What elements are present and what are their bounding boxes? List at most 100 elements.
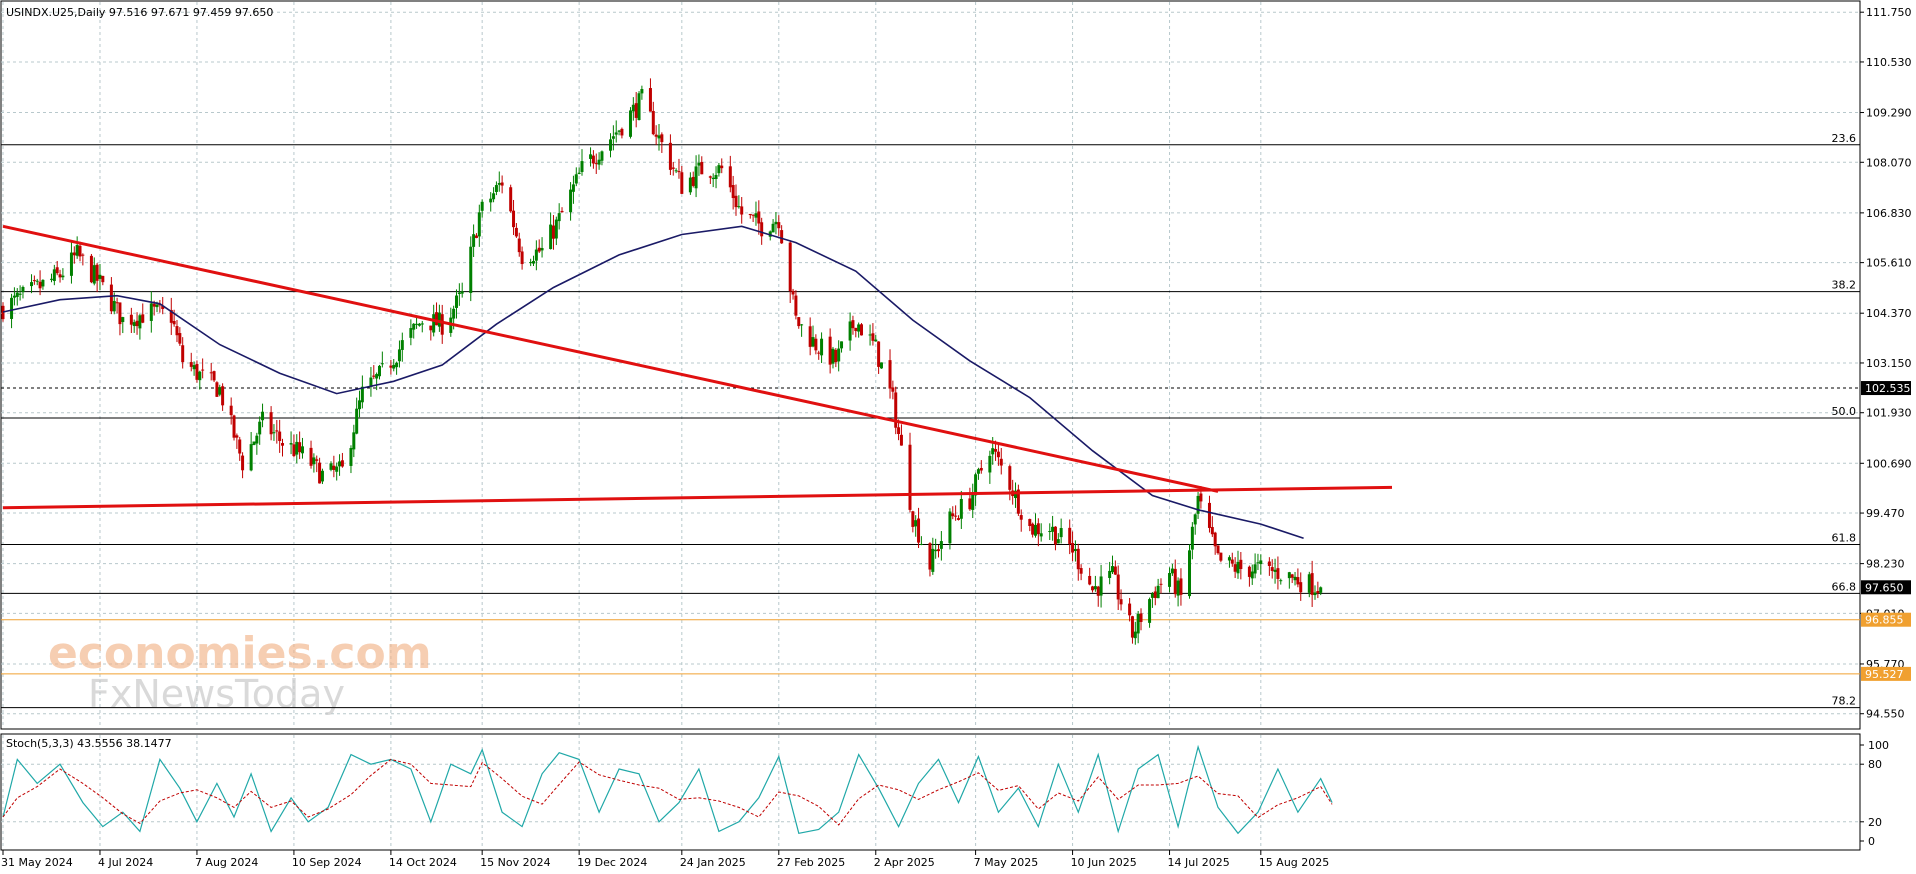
candle-body [594,163,598,165]
candle-body [352,432,356,450]
candle-body [956,518,960,520]
trendline-1 [2,224,1219,493]
candle-body [634,103,638,118]
candle-body [939,541,943,549]
y-tick-label: 94.550 [1866,708,1905,721]
candle-body [192,365,196,370]
candle-body [1193,514,1197,525]
candle-body [571,184,575,192]
candle-body [660,134,664,143]
candle-body [968,498,972,510]
candle-body [534,249,538,261]
candle-body [221,386,225,406]
candle-body [395,362,399,368]
candle-body [255,435,259,444]
candle-body [1170,568,1174,574]
candle-body [1239,559,1243,570]
candle-body [500,182,504,186]
x-tick-label: 31 May 2024 [1,856,73,869]
candle-body [760,222,764,237]
x-tick-label: 10 Sep 2024 [292,856,362,869]
candle-body [1130,616,1134,638]
candle-body [680,172,684,194]
candle-body [1227,557,1231,561]
candle-body [1233,564,1237,572]
candle-body [460,291,464,294]
candle-body [1207,502,1211,528]
candle-body [92,265,96,284]
candle-body [1247,566,1251,577]
candle-body [514,227,518,237]
candle-body [751,214,755,216]
candle-body [1153,591,1157,598]
candle-body [492,193,496,200]
candle-body [1088,575,1092,585]
candle-body [132,322,136,327]
candle-body [72,252,76,256]
candle-body [937,549,941,552]
moving-average-line [2,225,1304,540]
candle-body [195,363,199,380]
candle-body [1068,527,1072,544]
candle-body [332,465,336,470]
candle-body [988,455,992,473]
candle-body [620,128,624,136]
candle-body [121,317,125,323]
candle-body [1108,570,1112,578]
candle-body [138,315,142,329]
candle-body [954,515,958,517]
candle-body [289,443,293,445]
candle-body [574,174,578,184]
candle-body [1128,603,1132,616]
candle-body [320,470,324,482]
candle-body [888,360,892,389]
candle-body [1119,599,1123,605]
candle-body [754,213,758,218]
candle-body [976,469,980,474]
stochastic-panel [0,733,1861,851]
y-tick-label: 110.530 [1866,56,1912,69]
candle-body [668,142,672,170]
candle-body [1199,493,1203,502]
candle-body [152,303,156,307]
y-tick-label: 105.610 [1866,257,1912,270]
candle-body [999,458,1003,466]
candle-body [757,211,761,224]
candle-body [300,446,304,454]
candle-body [694,166,698,189]
support-badge: 96.855 [1865,614,1904,627]
candle-body [877,341,881,367]
candle-body [161,305,165,310]
candle-body [1059,528,1063,538]
y-tick-label: 100.690 [1866,457,1912,470]
candle-body [215,382,219,397]
stochastic-header: Stoch(5,3,3) 43.5556 38.1477 [6,737,172,750]
y-tick-label: 108.070 [1866,156,1912,169]
candle-body [589,154,593,159]
candlestick-series [1,78,1323,645]
candle-body [1159,583,1163,585]
candle-body [951,513,955,517]
candle-body [1287,572,1291,579]
candle-body [1096,586,1100,596]
y-tick-label: 99.470 [1866,507,1905,520]
candle-body [996,451,1000,458]
candle-body [740,206,744,215]
candle-body [914,520,918,527]
candle-body [1279,580,1283,582]
candle-body [509,187,513,212]
candle-body [452,308,456,319]
watermark-fxnewstoday: FxNewsToday [88,672,345,716]
candle-body [597,159,601,165]
candle-body [1273,569,1277,572]
candle-body [774,221,778,225]
candle-body [899,434,903,446]
support-badge-bg [1861,612,1911,627]
candle-body [628,110,632,137]
candle-body [397,349,401,362]
candle-body [312,457,316,465]
candle-body [554,219,558,239]
candle-body [560,210,564,213]
candle-body [209,372,213,374]
